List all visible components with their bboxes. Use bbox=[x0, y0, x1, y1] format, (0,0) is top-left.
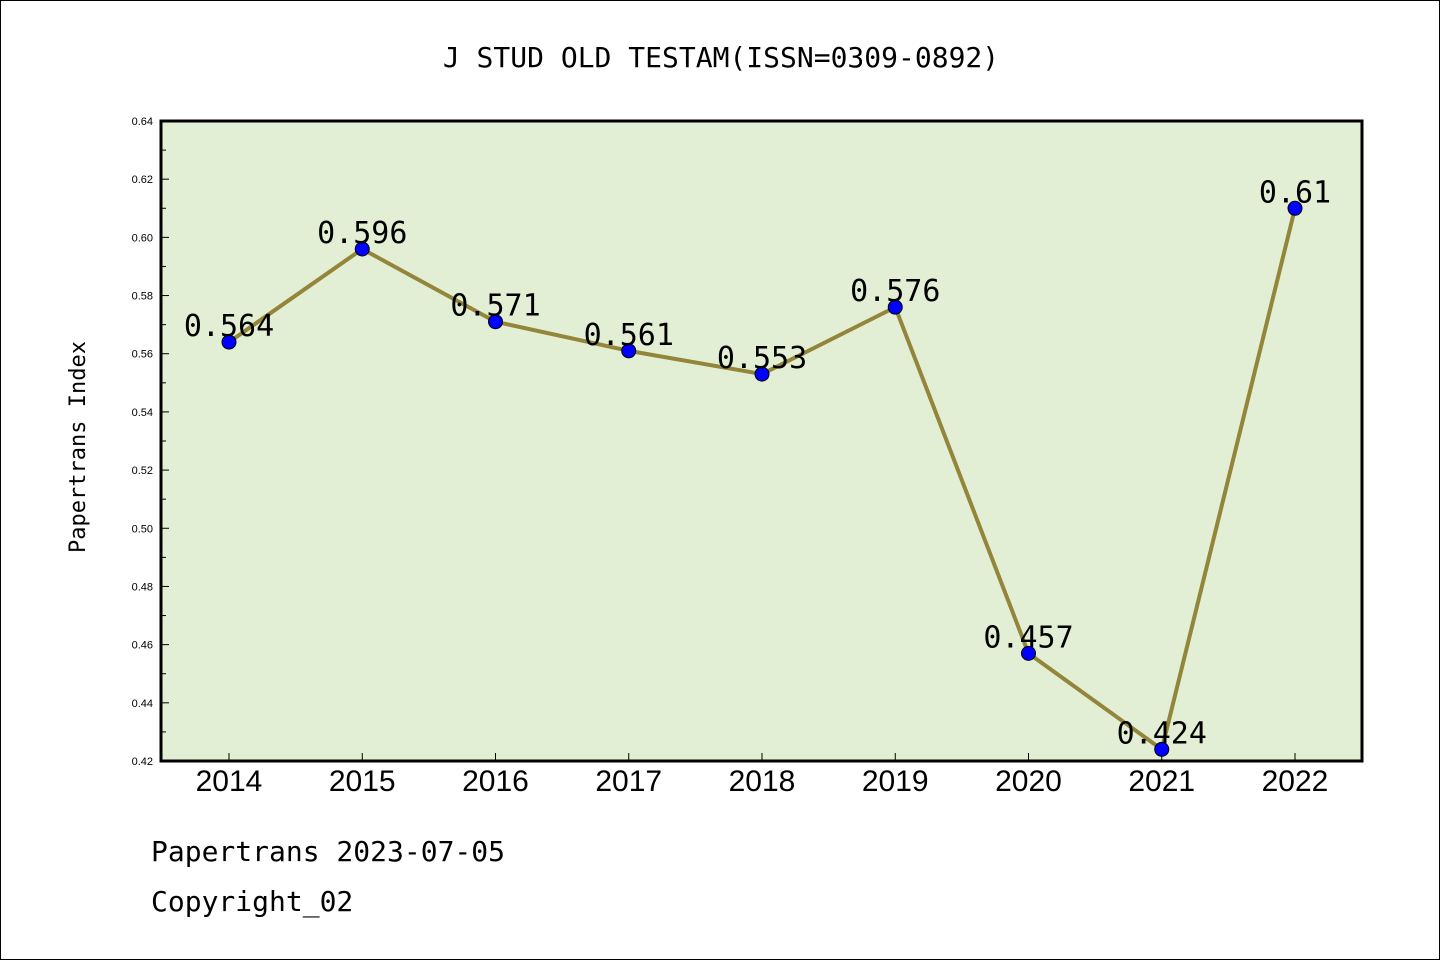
data-point-marker bbox=[1021, 645, 1036, 661]
x-tick-label: 2019 bbox=[862, 765, 929, 798]
data-point-marker bbox=[1287, 200, 1303, 216]
data-label: 0.571 bbox=[450, 289, 540, 324]
data-label: 0.564 bbox=[184, 309, 274, 344]
y-tick-label: 0.56 bbox=[132, 349, 153, 361]
data-label: 0.424 bbox=[1117, 716, 1207, 751]
y-tick-label: 0.42 bbox=[132, 756, 153, 768]
data-point-marker bbox=[1154, 741, 1170, 757]
footer-copyright: Copyright_02 bbox=[151, 885, 354, 918]
data-point-marker bbox=[488, 314, 503, 330]
data-points bbox=[221, 200, 1303, 757]
plot-border bbox=[159, 119, 1364, 763]
x-tick-label: 2015 bbox=[329, 765, 396, 798]
y-tick-label: 0.54 bbox=[132, 407, 153, 419]
y-tick-label: 0.46 bbox=[132, 640, 153, 652]
x-tick-label: 2016 bbox=[462, 765, 529, 798]
y-axis-ticks: 0.42 0.44 0.46 0.48 0.50 0.52 0.54 0.56 0.58 0.60… bbox=[132, 116, 169, 768]
data-label: 0.576 bbox=[850, 274, 940, 309]
footer-date: Papertrans 2023-07-05 bbox=[151, 835, 506, 868]
data-point-marker bbox=[887, 299, 903, 315]
y-tick-label: 0.62 bbox=[132, 174, 153, 186]
y-tick-label: 0.44 bbox=[132, 698, 153, 710]
data-label: 0.561 bbox=[584, 318, 674, 353]
x-tick-label: 2017 bbox=[595, 765, 662, 798]
chart-title: J STUD OLD TESTAM(ISSN=0309-0892) bbox=[443, 41, 999, 74]
x-tick-label: 2021 bbox=[1128, 765, 1195, 798]
x-tick-label: 2022 bbox=[1262, 765, 1329, 798]
y-tick-label: 0.52 bbox=[132, 465, 153, 477]
y-axis-label: Papertrans Index bbox=[66, 341, 91, 553]
data-labels: 0.564 0.596 0.571 0.561 0.553 0.576 0.457 0.424… bbox=[184, 175, 1331, 751]
x-tick-label: 2018 bbox=[729, 765, 796, 798]
x-axis-ticks: 2014 2015 2016 2017 2018 2019 2020 2021 2022 bbox=[196, 753, 1329, 798]
data-point-marker bbox=[621, 343, 637, 359]
plot-area bbox=[161, 121, 1362, 761]
x-tick-label: 2020 bbox=[995, 765, 1062, 798]
data-label: 0.61 bbox=[1259, 175, 1331, 210]
data-point-marker bbox=[754, 366, 770, 382]
y-tick-label: 0.64 bbox=[132, 116, 153, 128]
x-tick-label: 2014 bbox=[196, 765, 263, 798]
y-tick-label: 0.60 bbox=[132, 232, 153, 244]
data-label: 0.457 bbox=[983, 620, 1073, 655]
y-tick-label: 0.50 bbox=[132, 523, 153, 535]
data-point-marker bbox=[221, 334, 237, 350]
y-tick-label: 0.58 bbox=[132, 291, 153, 303]
data-label: 0.553 bbox=[717, 341, 807, 376]
data-point-marker bbox=[354, 241, 370, 257]
y-tick-label: 0.48 bbox=[132, 581, 153, 593]
data-label: 0.596 bbox=[317, 216, 407, 251]
